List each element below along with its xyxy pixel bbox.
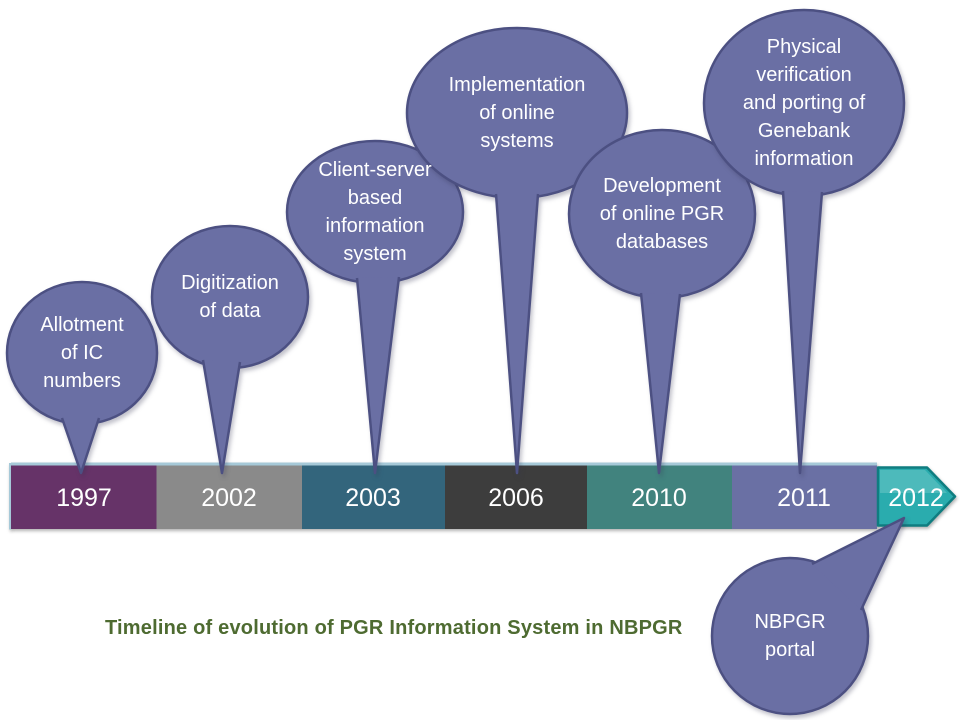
balloon-digitization [150, 224, 310, 475]
year-label-2002: 2002 [201, 484, 257, 512]
balloon-nbpgr-portal-tail [811, 516, 906, 611]
year-label-2003: 2003 [345, 484, 401, 512]
timeline-bar: 1997 2002 2003 2006 2010 2011 2012 [9, 462, 957, 530]
segment-2012-arrow [876, 466, 957, 527]
balloon-physical-verification-bubble [702, 8, 906, 198]
segment-1997 [11, 465, 157, 529]
balloon-physical-verification-tail [781, 190, 824, 475]
year-label-2011: 2011 [777, 484, 831, 512]
balloon-digitization-bubble [150, 224, 310, 370]
balloon-allotment-tail [60, 417, 101, 475]
year-label-2006: 2006 [488, 484, 544, 512]
balloon-allotment [5, 280, 159, 475]
segment-2010 [587, 465, 732, 529]
balloon-development-tail [639, 292, 682, 475]
balloon-digitization-tail [201, 359, 242, 475]
balloon-nbpgr-portal-bubble [710, 556, 870, 716]
balloon-physical-verification [702, 8, 906, 475]
balloon-client-server [285, 139, 465, 475]
year-label-1997: 1997 [56, 484, 112, 512]
year-label-2012: 2012 [888, 484, 944, 512]
balloon-development [567, 128, 757, 475]
balloon-client-server-tail [355, 276, 401, 475]
caption: Timeline of evolution of PGR Information… [105, 617, 683, 639]
segment-2003 [302, 465, 445, 529]
year-label-2010: 2010 [631, 484, 687, 512]
bar-left-highlight [9, 463, 12, 530]
balloon-nbpgr-portal [710, 516, 906, 716]
segment-2002 [156, 465, 302, 529]
balloon-implementation [405, 26, 629, 475]
segment-2011 [732, 465, 877, 529]
balloon-allotment-bubble [5, 280, 159, 426]
arrow-top-highlight [880, 470, 947, 493]
segment-2006 [445, 465, 587, 529]
bar-top-highlight [11, 462, 877, 466]
balloon-implementation-tail [494, 193, 540, 475]
